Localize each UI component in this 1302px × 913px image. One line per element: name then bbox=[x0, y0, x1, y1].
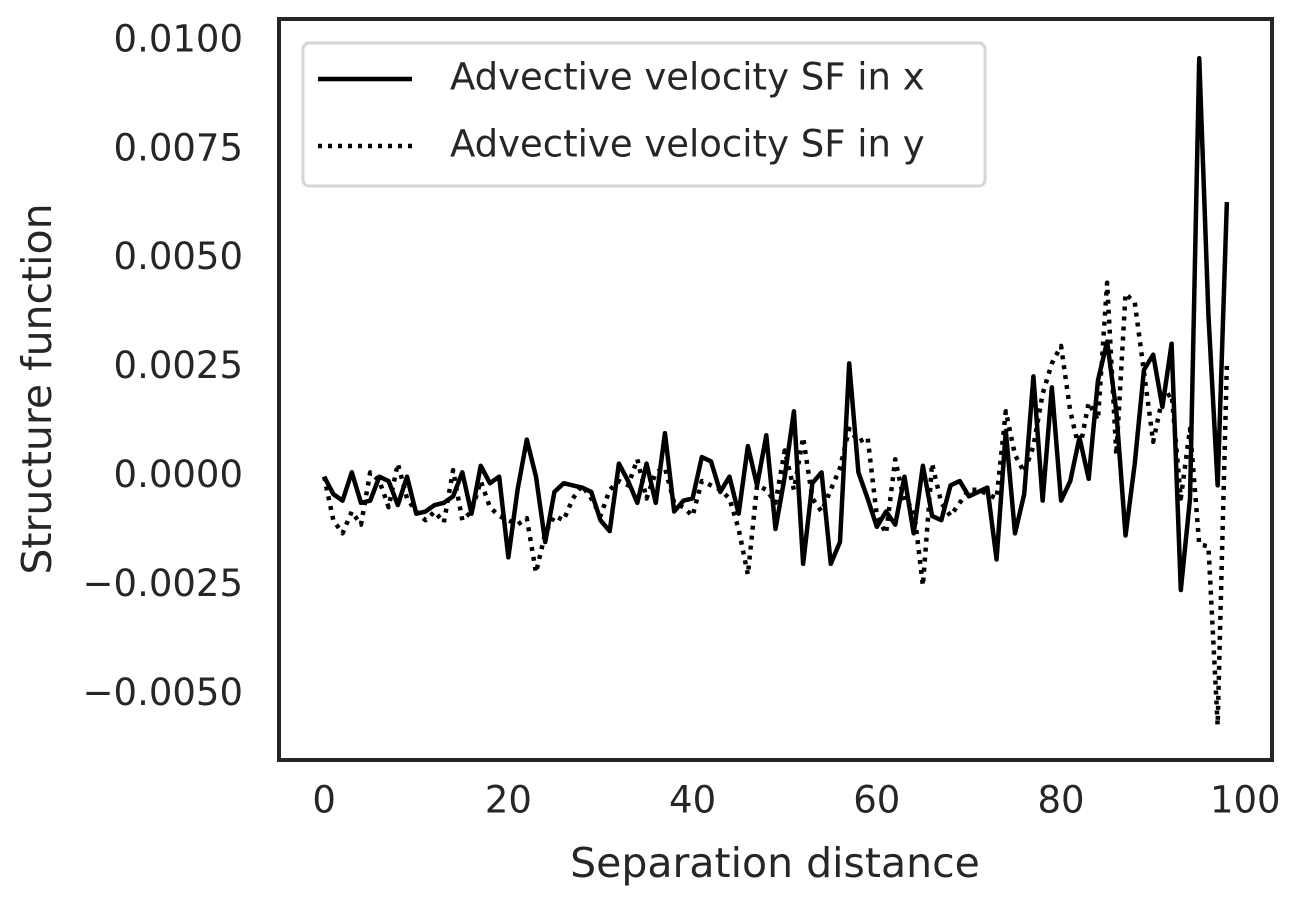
x-tick-label: 40 bbox=[669, 779, 716, 822]
legend-label: Advective velocity SF in x bbox=[450, 56, 925, 99]
y-tick-label: −0.0050 bbox=[83, 671, 243, 714]
data-line bbox=[321, 280, 1230, 728]
legend-label: Advective velocity SF in y bbox=[450, 123, 925, 166]
x-tick-label: 0 bbox=[312, 779, 336, 822]
x-tick-label: 60 bbox=[853, 779, 900, 822]
y-tick-label: 0.0075 bbox=[114, 126, 243, 169]
x-axis-label: Separation distance bbox=[570, 839, 980, 887]
y-tick-label: 0.0000 bbox=[114, 453, 243, 496]
plot-frame bbox=[277, 17, 1274, 762]
y-tick-label: 0.0100 bbox=[114, 17, 243, 60]
y-tick-label: 0.0025 bbox=[114, 344, 243, 387]
x-tick-label: 100 bbox=[1210, 779, 1281, 822]
y-axis-label: Structure function bbox=[13, 203, 61, 574]
y-tick-label: 0.0050 bbox=[114, 235, 243, 278]
x-tick-label: 80 bbox=[1038, 779, 1085, 822]
y-tick-label: −0.0025 bbox=[83, 562, 243, 605]
x-tick-label: 20 bbox=[485, 779, 532, 822]
legend-box bbox=[301, 41, 987, 188]
